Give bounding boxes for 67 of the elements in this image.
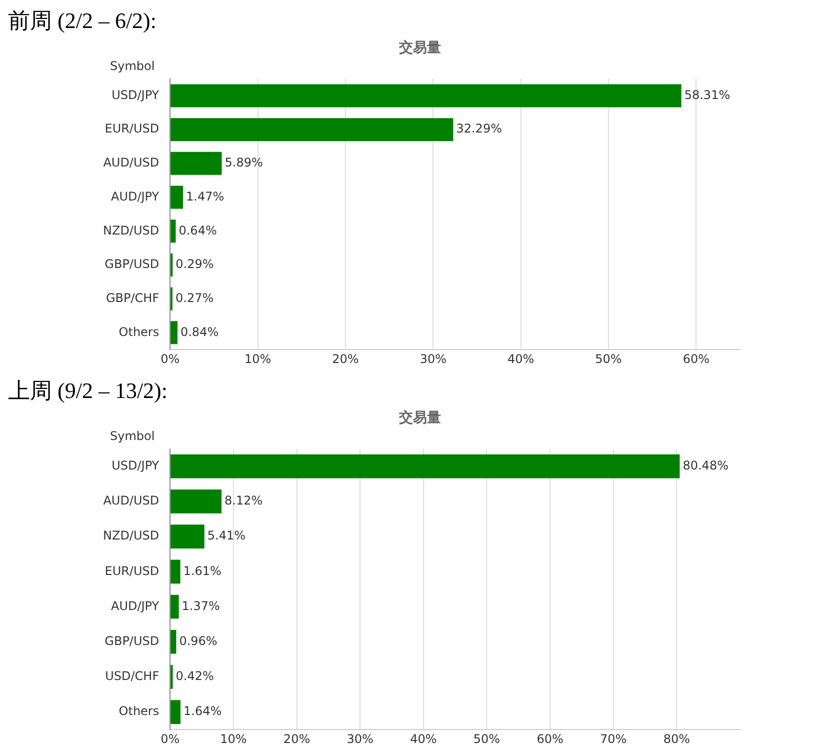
bar (170, 700, 181, 724)
data-label: 0.27% (175, 290, 214, 305)
data-label: 1.37% (182, 598, 220, 613)
bar (170, 152, 222, 175)
data-label: 5.89% (224, 156, 263, 170)
y-tick-label: EUR/USD (104, 564, 160, 578)
data-label: 1.47% (186, 189, 224, 204)
x-tick-label: 60% (536, 732, 564, 746)
data-label: 58.31% (684, 88, 730, 102)
x-tick-label: 0% (160, 732, 180, 746)
x-tick-label: 20% (332, 352, 359, 366)
chart-title: 上周 (9/2 – 13/2): (7, 377, 168, 403)
x-tick-label: 70% (600, 732, 627, 746)
bar (170, 118, 454, 142)
y-tick-label: USD/CHF (105, 669, 160, 684)
chart-subtitle: 交易量 (398, 409, 441, 426)
y-tick-label: USD/JPY (112, 88, 160, 102)
data-label: 0.96% (179, 634, 218, 648)
bar (170, 490, 222, 514)
bar (170, 454, 680, 478)
y-tick-label: AUD/JPY (110, 598, 160, 613)
x-tick-label: 20% (283, 732, 310, 746)
y-axis-title: Symbol (110, 58, 155, 73)
x-tick-label: 0% (160, 352, 180, 366)
bar (170, 186, 184, 209)
x-tick-label: 50% (473, 732, 500, 746)
data-label: 32.29% (456, 122, 502, 136)
y-tick-label: Others (118, 324, 160, 339)
data-label: 0.64% (178, 223, 217, 238)
data-label: 80.48% (682, 458, 728, 472)
y-tick-label: GBP/CHF (106, 290, 160, 305)
data-label: 0.29% (176, 257, 214, 272)
x-tick-label: 50% (595, 352, 622, 366)
x-tick-label: 80% (663, 732, 690, 746)
x-tick-label: 10% (220, 732, 247, 746)
data-label: 1.61% (183, 564, 222, 578)
bar (170, 630, 176, 654)
y-tick-label: AUD/JPY (110, 189, 160, 204)
bar (170, 321, 178, 344)
y-axis-title: Symbol (110, 428, 155, 443)
y-tick-label: USD/JPY (112, 458, 160, 472)
data-label: 1.64% (184, 704, 222, 718)
chart-title: 前周 (2/2 – 6/2): (7, 7, 158, 33)
x-tick-label: 40% (507, 352, 534, 366)
data-label: 0.42% (176, 669, 214, 684)
data-label: 0.84% (180, 324, 219, 339)
chart-subtitle: 交易量 (398, 39, 441, 56)
y-tick-label: EUR/USD (104, 122, 160, 136)
bar (170, 560, 180, 584)
y-tick-label: AUD/USD (103, 156, 160, 170)
y-tick-label: NZD/USD (102, 528, 160, 543)
y-tick-label: Others (118, 704, 160, 718)
x-tick-label: 30% (420, 352, 446, 366)
x-tick-label: 40% (410, 732, 437, 746)
data-label: 5.41% (207, 528, 246, 543)
bar (170, 524, 204, 548)
y-tick-label: AUD/USD (103, 494, 160, 508)
bar (170, 220, 176, 243)
x-tick-label: 30% (346, 732, 374, 746)
data-label: 8.12% (224, 494, 263, 508)
x-tick-label: 60% (682, 352, 710, 366)
x-tick-label: 10% (244, 352, 272, 366)
bar (170, 84, 682, 108)
y-tick-label: NZD/USD (102, 223, 160, 238)
bar (170, 594, 179, 619)
y-tick-label: GBP/USD (104, 257, 160, 272)
y-tick-label: GBP/USD (104, 634, 160, 648)
